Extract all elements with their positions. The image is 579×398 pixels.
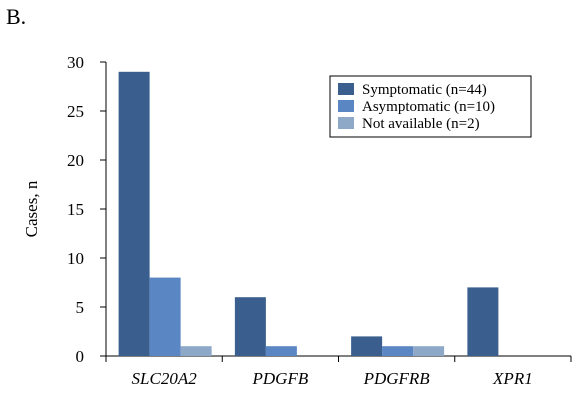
legend-box: [329, 75, 532, 138]
bar: [265, 346, 297, 356]
y-tick-label: 20: [67, 151, 84, 170]
y-axis-title: Cases, n: [22, 180, 41, 237]
x-axis: SLC20A2 PDGFB PDGFRB XPR1: [105, 355, 572, 388]
x-category-label: PDGFRB: [363, 369, 431, 388]
bar: [413, 346, 445, 356]
bars: [118, 71, 499, 357]
legend-entry-label: Not available (n=2): [362, 116, 480, 132]
x-category-label: XPR1: [492, 369, 533, 388]
bar: [118, 71, 150, 357]
legend-swatch: [338, 117, 354, 129]
y-tick-label: 10: [67, 249, 84, 268]
panel-label: B.: [6, 4, 27, 29]
legend: Symptomatic (n=44)Asymptomatic (n=10)Not…: [329, 75, 532, 138]
y-tick-label: 15: [67, 200, 84, 219]
x-category-label: SLC20A2: [132, 369, 198, 388]
legend-entry-label: Asymptomatic (n=10): [362, 99, 495, 115]
x-category-label: PDGFB: [252, 369, 309, 388]
legend-swatch: [338, 83, 354, 95]
legend-entry-label: Symptomatic (n=44): [362, 82, 487, 98]
bar: [149, 277, 181, 356]
y-tick-label: 0: [76, 347, 85, 366]
bar: [351, 336, 383, 356]
bar: [382, 346, 414, 356]
y-tick-label: 25: [67, 102, 84, 121]
y-axis: 0 5 10 15 20 25 30: [67, 53, 107, 366]
bar: [180, 346, 212, 356]
y-tick-label: 5: [76, 298, 85, 317]
bar: [234, 297, 266, 356]
bar: [467, 287, 499, 356]
legend-swatch: [338, 100, 354, 112]
y-tick-label: 30: [67, 53, 84, 72]
